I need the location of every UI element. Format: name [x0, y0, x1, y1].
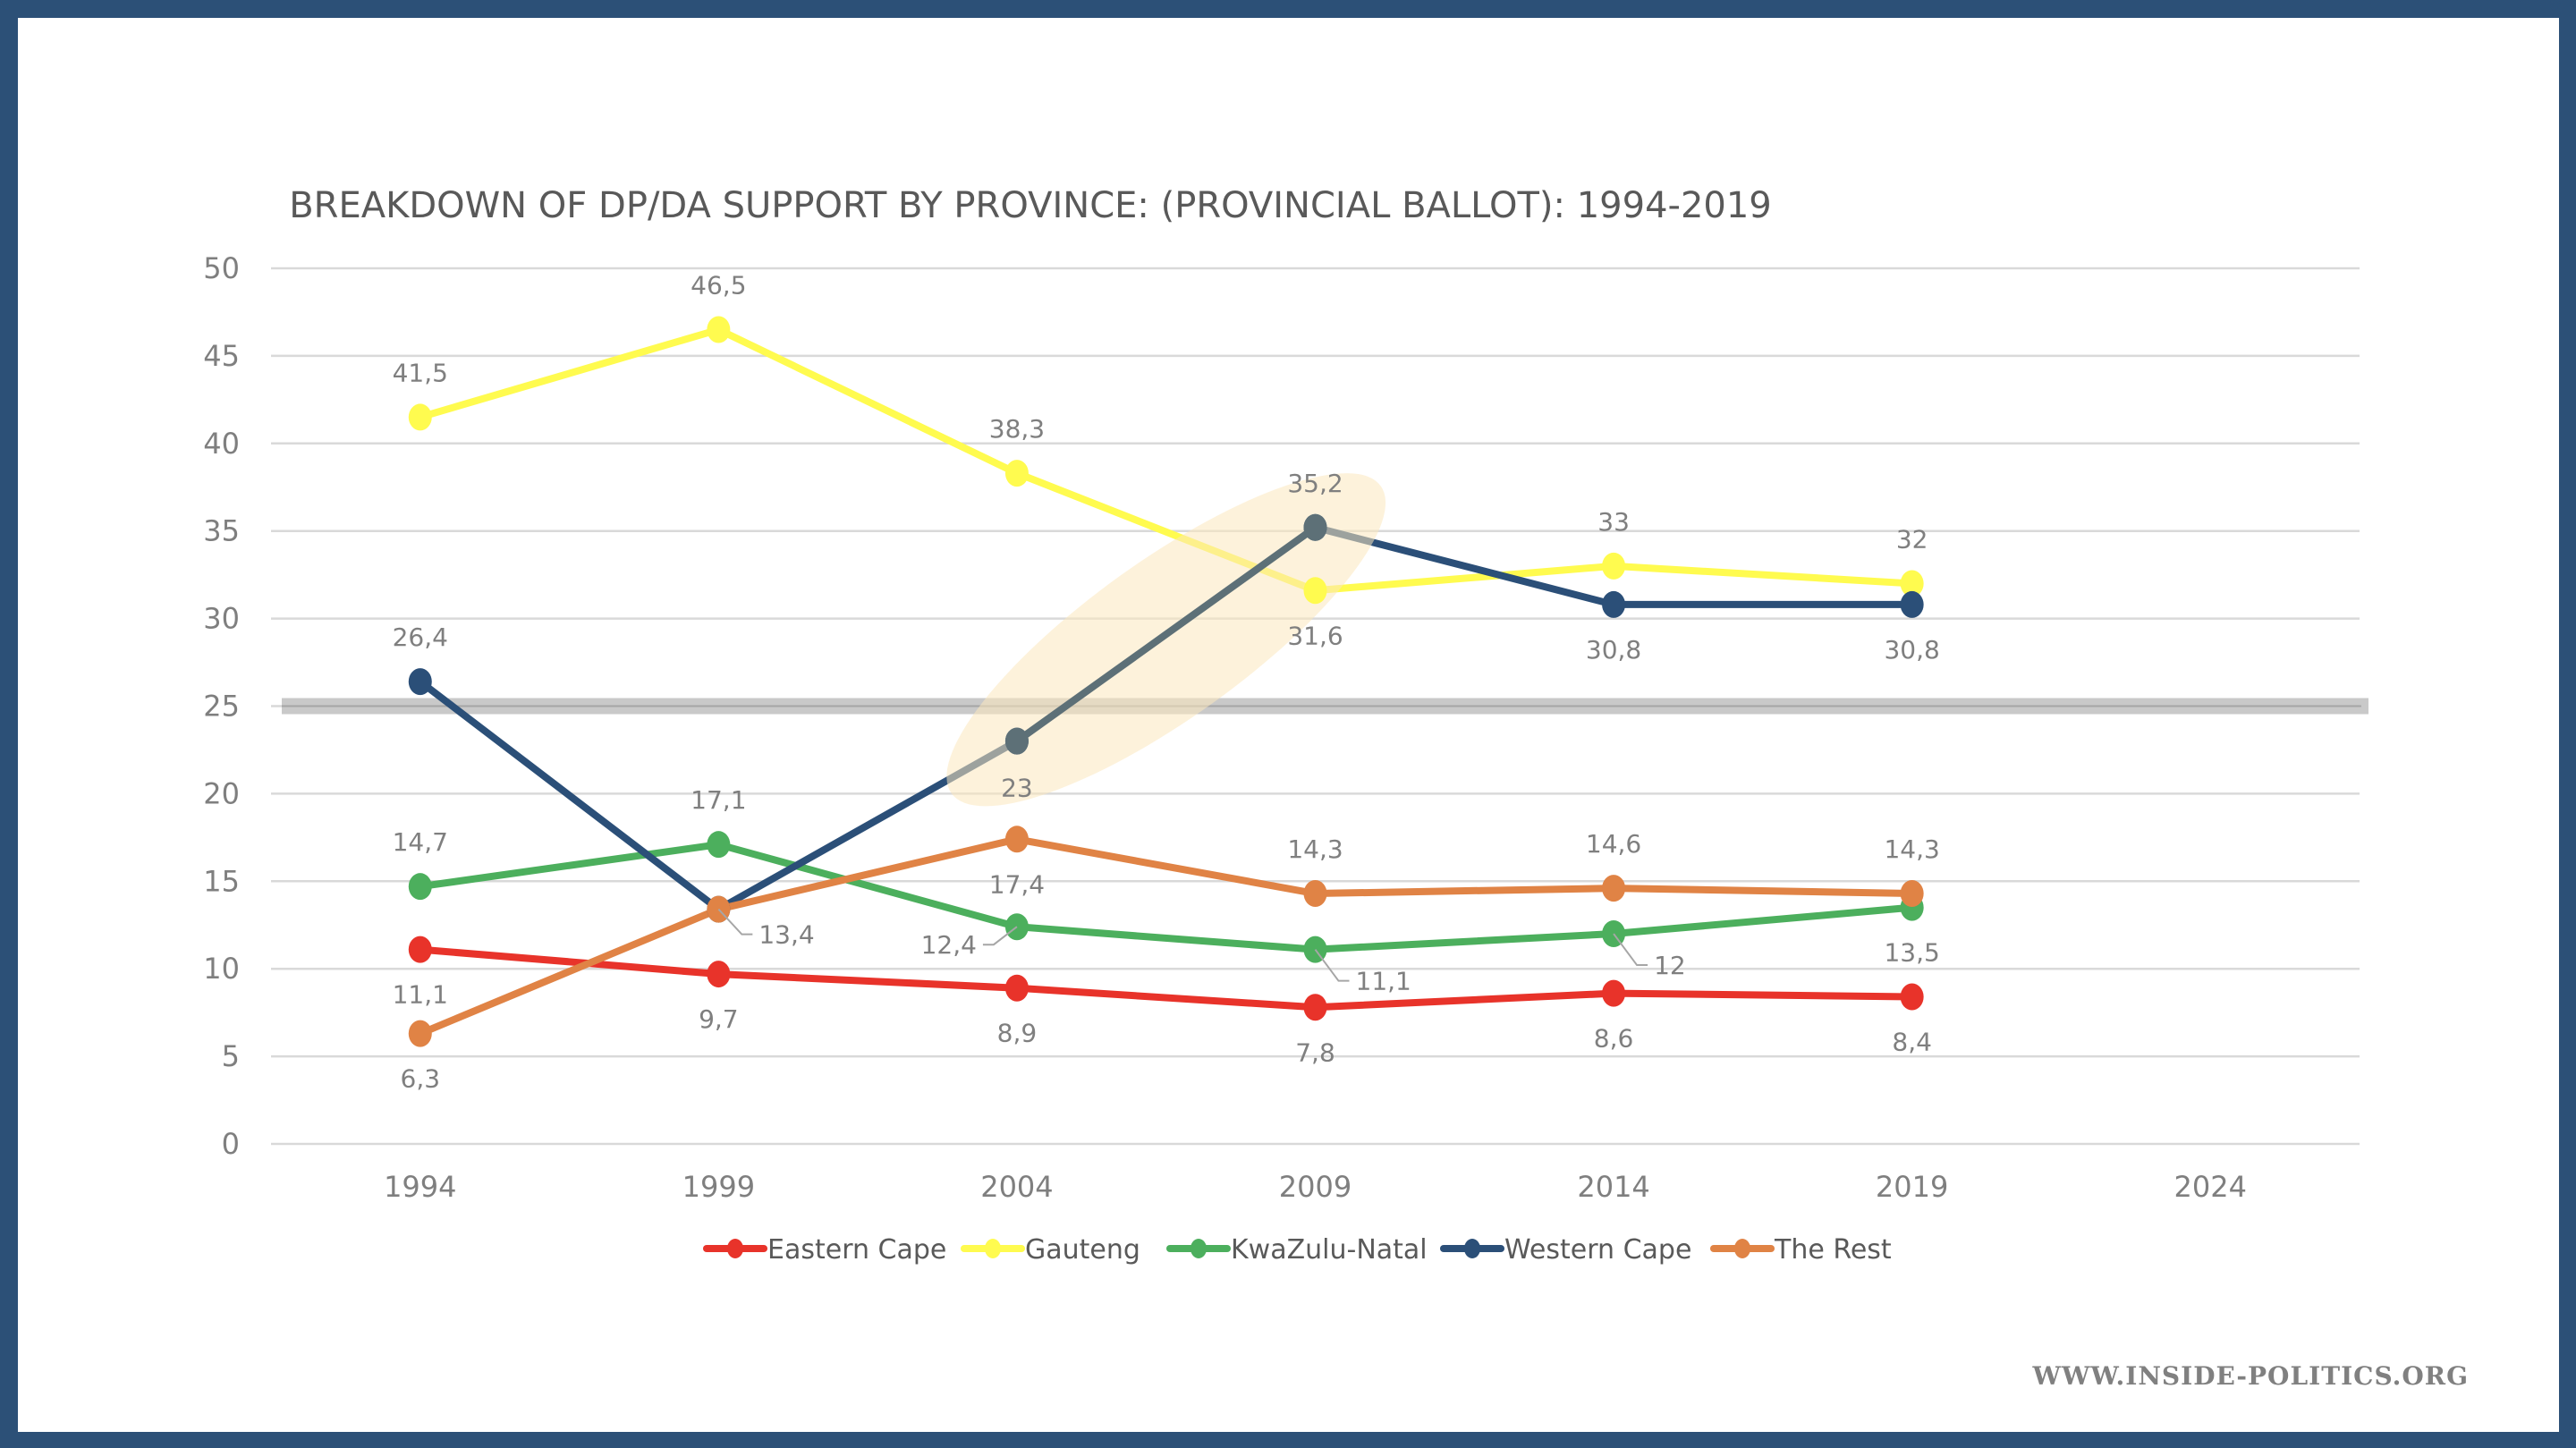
data-label-gauteng-2004: 38,3 — [989, 414, 1045, 444]
data-label-eastern-cape-2019: 8,4 — [1892, 1028, 1932, 1057]
marker-gauteng-2004 — [1004, 460, 1029, 487]
series-line-gauteng — [419, 326, 1912, 595]
marker-gauteng-2014 — [1602, 552, 1626, 580]
x-tick-label-1994: 1994 — [384, 1170, 456, 1204]
data-label-gauteng-1994: 41,5 — [393, 358, 448, 387]
leader-line-kwazulu-natal-2004 — [982, 926, 1018, 946]
marker-eastern-cape-1999 — [707, 961, 731, 988]
data-labels: 11,1 9,7 8,9 7,8 8,6 8,4 41,5 46,5 38,3 31,6 33 32 1… — [393, 271, 1940, 1094]
marker-eastern-cape-2014 — [1602, 979, 1626, 1007]
legend-marker-the-rest — [1734, 1239, 1750, 1258]
data-label-eastern-cape-2004: 8,9 — [997, 1019, 1038, 1048]
series-line-the-rest — [419, 835, 1912, 1037]
legend-marker-kwazulu-natal — [1191, 1239, 1207, 1258]
series-line-kwazulu-natal — [419, 841, 1912, 953]
y-tick-label-40: 40 — [203, 427, 240, 461]
marker-eastern-cape-1994 — [408, 936, 432, 963]
marker-the-rest-2014 — [1602, 875, 1626, 902]
data-label-eastern-cape-1994: 11,1 — [393, 980, 448, 1010]
y-tick-label-10: 10 — [203, 952, 240, 986]
data-label-eastern-cape-1999: 9,7 — [699, 1004, 739, 1034]
x-tick-label-2014: 2014 — [1577, 1170, 1649, 1204]
series-line-eastern-cape — [419, 945, 1912, 1012]
data-label-gauteng-2009: 31,6 — [1287, 621, 1343, 650]
data-label-the-rest-2004: 17,4 — [989, 869, 1045, 899]
marker-western-cape-1994 — [408, 668, 432, 696]
x-tick-label-2024: 2024 — [2174, 1170, 2246, 1204]
leader-line-kwazulu-natal-2009 — [1314, 949, 1350, 982]
data-label-gauteng-2014: 33 — [1597, 507, 1630, 537]
legend: Eastern Cape Gauteng KwaZulu-Natal Western … — [703, 1234, 1892, 1266]
marker-eastern-cape-2004 — [1004, 974, 1029, 1002]
y-tick-label-0: 0 — [222, 1127, 240, 1161]
marker-gauteng-2009 — [1303, 577, 1327, 605]
marker-eastern-cape-2009 — [1303, 994, 1327, 1021]
y-axis-ticks: 0 5 10 15 20 25 30 35 40 45 50 — [203, 251, 240, 1161]
legend-label-western-cape: Western Cape — [1504, 1234, 1691, 1266]
data-label-the-rest-2014: 14,6 — [1586, 829, 1641, 859]
data-label-western-cape-2019: 30,8 — [1884, 635, 1939, 665]
data-label-kwazulu-natal-2019: 13,5 — [1884, 938, 1939, 968]
y-tick-label-35: 35 — [203, 514, 240, 548]
data-label-gauteng-2019: 32 — [1896, 524, 1928, 554]
data-label-western-cape-1999: 13,4 — [758, 920, 814, 950]
x-tick-label-2004: 2004 — [980, 1170, 1053, 1204]
chart-title: BREAKDOWN OF DP/DA SUPPORT BY PROVINCE: … — [289, 185, 1772, 226]
y-tick-label-5: 5 — [222, 1039, 240, 1073]
marker-western-cape-2009-highlighted — [1303, 513, 1327, 541]
y-tick-label-45: 45 — [203, 339, 240, 373]
watermark: WWW.INSIDE-POLITICS.ORG — [2032, 1361, 2470, 1391]
x-axis-ticks: 1994 1999 2004 2009 2014 2019 2024 — [384, 1170, 2247, 1204]
marker-gauteng-1999 — [707, 316, 731, 343]
data-label-eastern-cape-2014: 8,6 — [1594, 1024, 1634, 1054]
marker-the-rest-2009 — [1303, 880, 1327, 908]
legend-label-kwazulu-natal: KwaZulu-Natal — [1231, 1234, 1428, 1266]
data-label-the-rest-2019: 14,3 — [1884, 834, 1939, 864]
marker-the-rest-2019 — [1900, 880, 1924, 908]
y-tick-label-20: 20 — [203, 776, 240, 810]
marker-eastern-cape-2019 — [1900, 983, 1924, 1011]
chart-canvas — [18, 18, 2559, 1432]
legend-label-gauteng: Gauteng — [1025, 1234, 1140, 1266]
marker-western-cape-2019 — [1900, 590, 1924, 618]
x-tick-label-2009: 2009 — [1279, 1170, 1352, 1204]
marker-kwazulu-natal-1999 — [707, 831, 731, 859]
data-label-eastern-cape-2009: 7,8 — [1295, 1037, 1335, 1067]
x-tick-label-1999: 1999 — [682, 1170, 755, 1204]
leader-line-kwazulu-natal-2014 — [1613, 933, 1648, 967]
highlighted-segment — [1014, 524, 1318, 744]
legend-marker-gauteng — [985, 1239, 1001, 1258]
legend-marker-eastern-cape — [727, 1239, 743, 1258]
marker-gauteng-1994 — [408, 403, 432, 431]
data-label-kwazulu-natal-2014: 12 — [1654, 951, 1686, 980]
data-label-gauteng-1999: 46,5 — [691, 271, 746, 301]
y-tick-label-25: 25 — [203, 690, 240, 724]
data-label-kwazulu-natal-1994: 14,7 — [393, 827, 448, 857]
x-tick-label-2019: 2019 — [1876, 1170, 1948, 1204]
data-label-western-cape-2009: 35,2 — [1287, 469, 1343, 498]
data-label-the-rest-2009: 14,3 — [1287, 834, 1343, 864]
y-tick-label-15: 15 — [203, 864, 240, 898]
legend-marker-western-cape — [1464, 1239, 1480, 1258]
marker-the-rest-1994 — [408, 1020, 432, 1047]
data-label-kwazulu-natal-2004: 12,4 — [921, 930, 977, 960]
marker-western-cape-2014 — [1602, 590, 1626, 618]
marker-gauteng-2019 — [1900, 570, 1924, 597]
legend-label-eastern-cape: Eastern Cape — [767, 1234, 946, 1266]
data-label-kwazulu-natal-1999: 17,1 — [691, 785, 746, 815]
marker-kwazulu-natal-1994 — [408, 873, 432, 901]
data-label-kwazulu-natal-2009: 11,1 — [1356, 967, 1411, 996]
y-tick-label-50: 50 — [203, 251, 240, 285]
data-label-western-cape-2004: 23 — [1001, 774, 1033, 803]
marker-the-rest-2004 — [1004, 826, 1029, 853]
data-label-western-cape-2014: 30,8 — [1586, 635, 1641, 665]
data-label-western-cape-1994: 26,4 — [393, 622, 448, 652]
legend-label-the-rest: The Rest — [1774, 1234, 1892, 1266]
y-tick-label-30: 30 — [203, 602, 240, 636]
highlight-ellipse — [946, 473, 1386, 807]
marker-western-cape-2004-highlighted — [1004, 727, 1029, 755]
leader-line-western-cape-1999 — [717, 908, 753, 936]
data-label-the-rest-1994: 6,3 — [401, 1064, 441, 1094]
